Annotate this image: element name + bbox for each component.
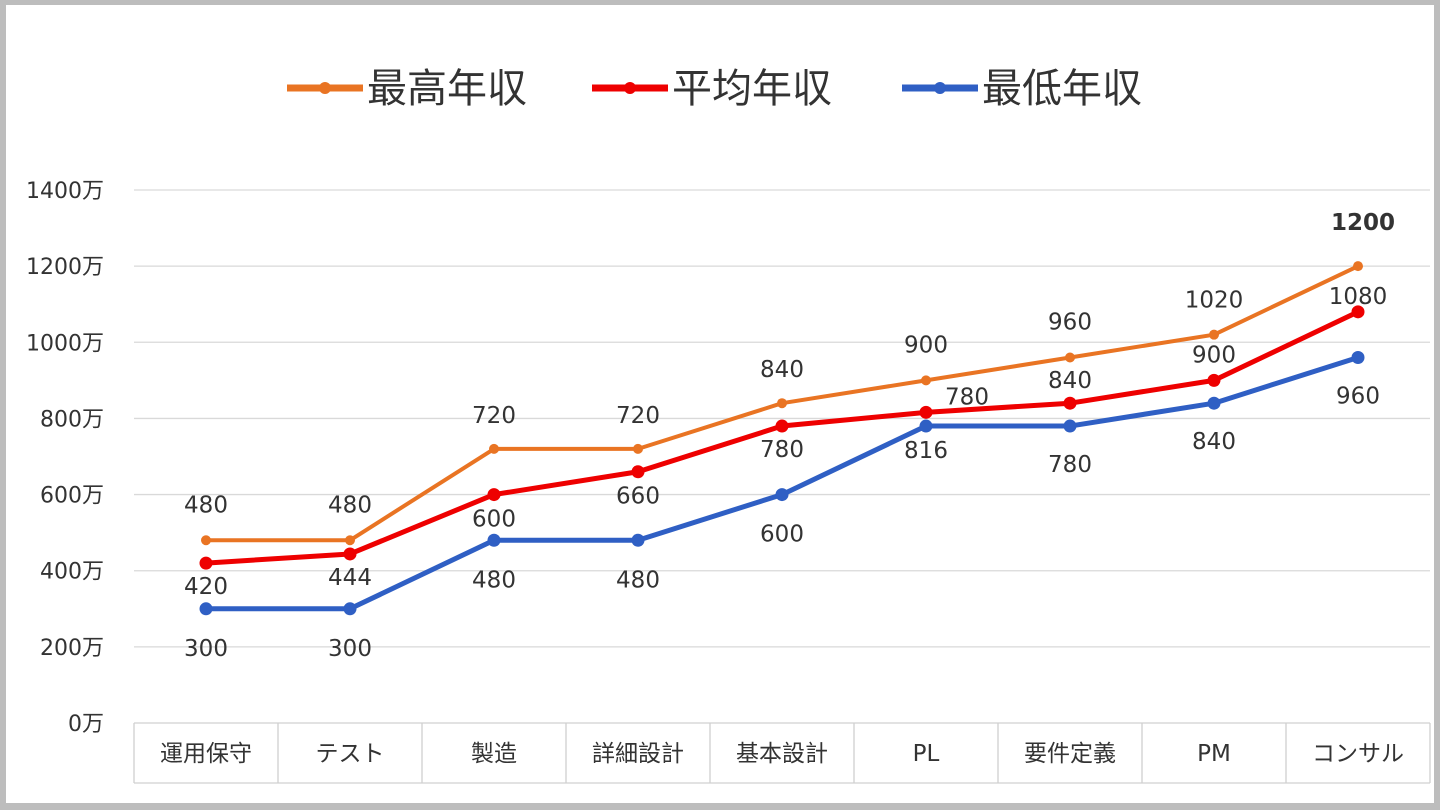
data-label: 780 bbox=[945, 384, 989, 410]
data-label: 900 bbox=[904, 332, 948, 358]
data-label: 900 bbox=[1192, 342, 1236, 368]
data-point bbox=[1207, 373, 1221, 387]
data-label: 840 bbox=[760, 357, 804, 383]
data-label: 480 bbox=[616, 567, 660, 593]
data-point bbox=[921, 375, 931, 386]
data-label: 780 bbox=[1048, 452, 1092, 478]
legend-item-3: 最低年収 bbox=[902, 66, 1142, 112]
data-label: 420 bbox=[184, 574, 228, 600]
x-category-label: テスト bbox=[316, 741, 385, 767]
data-label: 780 bbox=[760, 437, 804, 463]
series-3: 300 300 480 480 600 816 780 840 960 bbox=[184, 351, 1380, 662]
series-2: 420 444 600 660 780 780 840 900 1080 bbox=[184, 284, 1387, 600]
x-category-label: コンサル bbox=[1312, 741, 1404, 767]
data-point bbox=[1353, 261, 1363, 272]
data-label: 300 bbox=[328, 636, 372, 662]
legend-marker-icon bbox=[319, 82, 331, 94]
data-label: 444 bbox=[328, 565, 372, 591]
data-label: 660 bbox=[616, 484, 660, 510]
x-category-label: PM bbox=[1197, 741, 1231, 767]
data-label: 600 bbox=[472, 507, 516, 533]
data-point bbox=[1207, 396, 1221, 410]
data-point bbox=[489, 443, 499, 454]
data-label: 720 bbox=[616, 403, 660, 429]
data-point bbox=[199, 602, 213, 616]
data-point bbox=[343, 547, 357, 561]
data-label: 480 bbox=[472, 567, 516, 593]
data-point bbox=[201, 535, 211, 546]
data-label: 840 bbox=[1192, 429, 1236, 455]
legend-marker-icon bbox=[934, 82, 946, 94]
y-tick-label: 1400万 bbox=[26, 179, 104, 204]
x-category-label: 運用保守 bbox=[160, 741, 252, 767]
data-point bbox=[1351, 351, 1365, 365]
x-category-label: 製造 bbox=[471, 741, 517, 767]
data-point bbox=[631, 533, 645, 547]
y-tick-label: 800万 bbox=[40, 407, 104, 432]
y-tick-label: 200万 bbox=[40, 636, 104, 661]
y-tick-label: 0万 bbox=[68, 712, 104, 737]
data-point bbox=[775, 419, 789, 433]
data-point bbox=[1063, 419, 1077, 433]
data-label: 1200 bbox=[1331, 210, 1395, 236]
data-label: 720 bbox=[472, 403, 516, 429]
data-point bbox=[345, 535, 355, 546]
data-point bbox=[631, 465, 645, 479]
y-tick-label: 600万 bbox=[40, 484, 104, 509]
legend-label: 最高年収 bbox=[367, 66, 527, 112]
x-category-label: PL bbox=[913, 741, 940, 767]
data-label: 1080 bbox=[1329, 284, 1388, 310]
data-point bbox=[633, 443, 643, 454]
legend-label: 平均年収 bbox=[672, 66, 832, 112]
x-category-label: 基本設計 bbox=[736, 741, 828, 767]
data-label: 480 bbox=[184, 492, 228, 518]
data-label: 300 bbox=[184, 636, 228, 662]
data-label: 960 bbox=[1336, 384, 1380, 410]
data-point bbox=[777, 398, 787, 409]
data-label: 600 bbox=[760, 522, 804, 548]
data-label: 480 bbox=[328, 492, 372, 518]
data-point bbox=[199, 556, 213, 570]
data-point bbox=[919, 419, 933, 433]
legend-item-1: 最高年収 bbox=[287, 66, 527, 112]
legend-item-2: 平均年収 bbox=[592, 66, 832, 112]
x-category-label: 要件定義 bbox=[1024, 741, 1116, 767]
data-point bbox=[919, 405, 933, 419]
data-point bbox=[1209, 329, 1219, 340]
data-point bbox=[487, 488, 501, 502]
data-label: 960 bbox=[1048, 310, 1092, 336]
data-point bbox=[775, 488, 789, 502]
x-category-label: 詳細設計 bbox=[592, 741, 684, 767]
y-tick-label: 1200万 bbox=[26, 255, 104, 280]
series-1: 480 480 720 720 840 900 960 1020 1200 bbox=[184, 210, 1395, 546]
data-point bbox=[343, 602, 357, 616]
data-point bbox=[1063, 396, 1077, 410]
legend-label: 最低年収 bbox=[982, 66, 1142, 112]
y-tick-label: 1000万 bbox=[26, 331, 104, 356]
data-point bbox=[1065, 352, 1075, 363]
data-label: 816 bbox=[904, 438, 948, 464]
legend-marker-icon bbox=[624, 82, 636, 94]
data-label: 840 bbox=[1048, 368, 1092, 394]
data-point bbox=[487, 533, 501, 547]
data-label: 1020 bbox=[1185, 288, 1244, 314]
data-point bbox=[1351, 305, 1365, 319]
y-tick-label: 400万 bbox=[40, 560, 104, 585]
